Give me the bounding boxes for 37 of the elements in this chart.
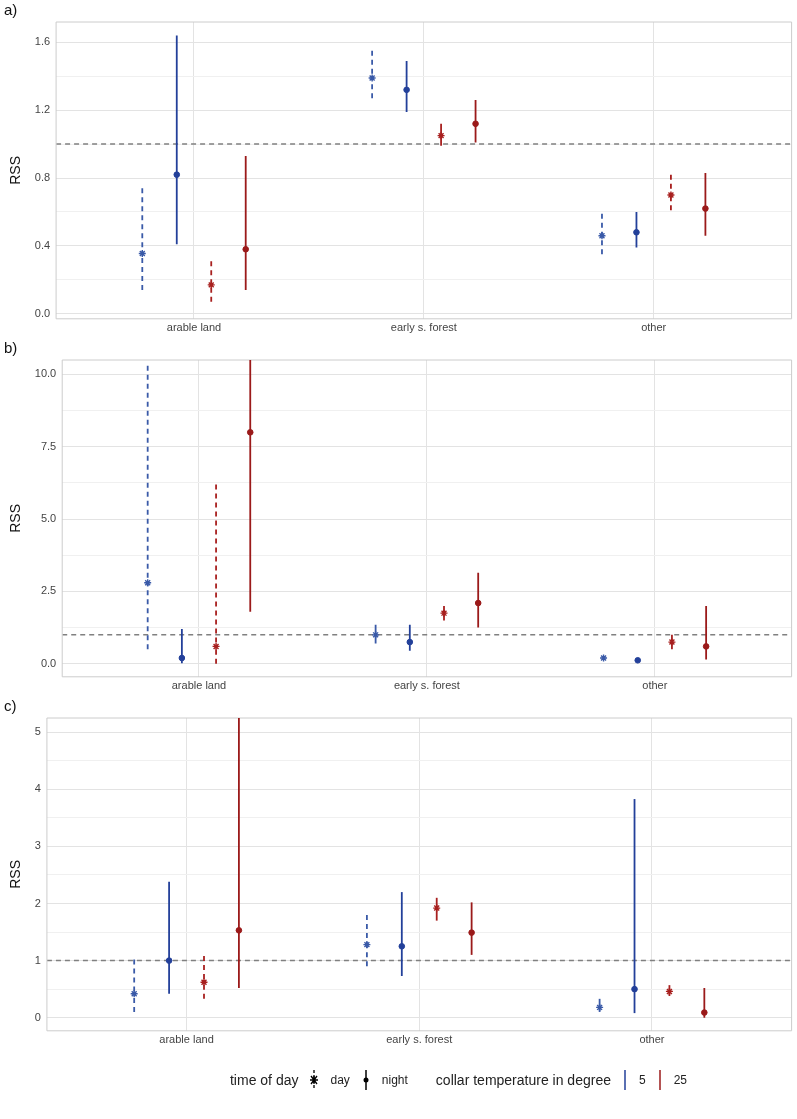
y-tick-label: 0 [34,1010,41,1023]
chart-title: a) [4,1,18,19]
x-tick-label: early s. forest [386,1033,453,1046]
chart-title: b) [4,339,18,357]
y-tick-label: 3 [34,839,41,852]
x-tick-label: arable land [166,321,222,334]
y-tick-label: 5 [34,725,41,738]
text: day [330,1073,350,1087]
y-tick-label: 4 [34,782,41,795]
y-tick-label: 0.4 [34,238,51,251]
y-tick-label: 10.0 [34,367,57,380]
text: night [381,1073,408,1087]
y-axis-title: RSS [7,156,24,185]
y-axis-title: RSS [7,860,24,889]
x-tick-label: early s. forest [393,679,460,692]
y-tick-label: 7.5 [40,439,57,452]
y-tick-label: 1.2 [34,103,51,116]
text: time of day [229,1072,299,1088]
x-tick-label: other [641,321,667,334]
y-tick-label: 2.5 [40,584,57,597]
chart-title: c) [4,697,17,715]
x-tick-label: arable land [171,679,227,692]
text: 25 [673,1073,688,1087]
y-tick-label: 0.8 [34,171,51,184]
x-tick-label: other [642,679,668,692]
text: collar temperature in degree [435,1072,611,1088]
x-tick-label: other [639,1033,665,1046]
y-tick-label: 5.0 [40,512,57,525]
y-tick-label: 0.0 [34,306,51,319]
text: 5 [638,1073,646,1087]
y-axis-title: RSS [7,504,24,533]
x-tick-label: early s. forest [390,321,457,334]
y-tick-label: 2 [34,896,41,909]
x-tick-label: arable land [159,1033,214,1046]
y-tick-label: 1 [34,953,41,966]
y-tick-label: 0.0 [40,656,57,669]
y-tick-label: 1.6 [34,35,51,48]
